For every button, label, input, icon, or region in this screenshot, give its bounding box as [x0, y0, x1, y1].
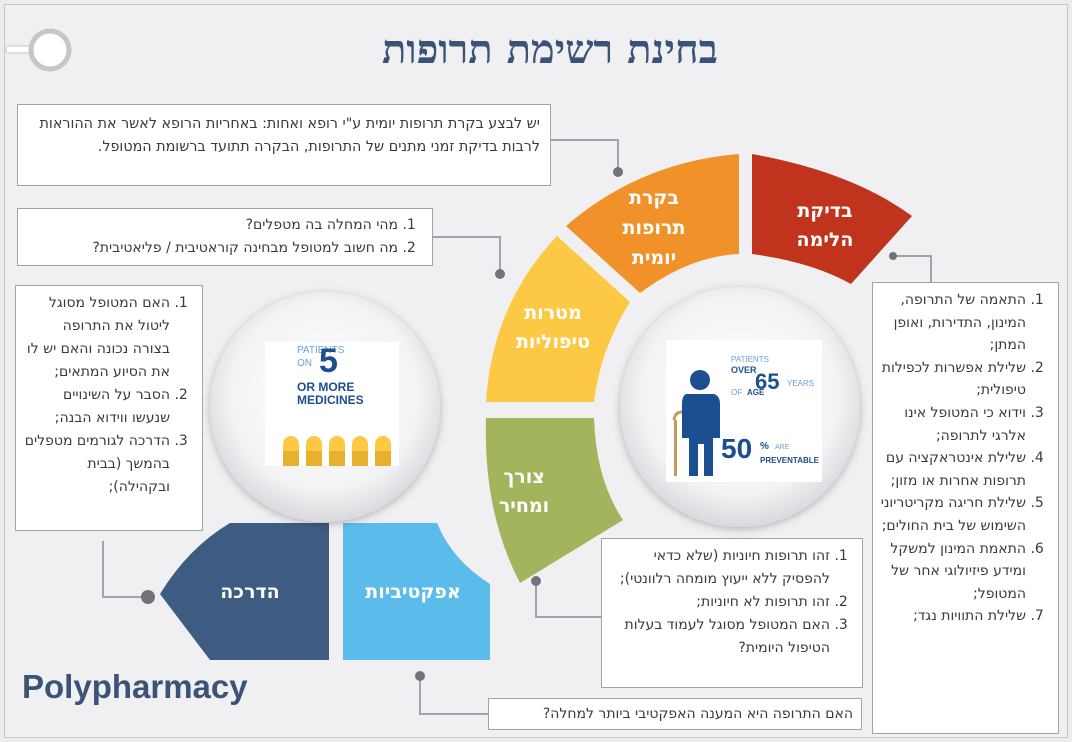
segment-label-daily: בקרת תרופות יומית: [622, 187, 686, 269]
guide-item: הדרכה לגורמים מטפלים בהמשך (בבית ובקהילה…: [22, 430, 170, 499]
stat-left-or-more: OR MORE: [297, 380, 355, 394]
effect-note-text: האם התרופה היא המענה האפקטיבי ביותר למחל…: [542, 706, 853, 722]
stat-right-percent: 50: [721, 433, 753, 464]
segment-effect: [343, 523, 490, 660]
segment-label-guide: הדרכה: [220, 581, 280, 603]
connector-dots: [141, 167, 897, 681]
lima-item: התאמת המינון למשקל ומידע פיזיולוגי אחר ש…: [879, 538, 1026, 606]
stat-right-of: OF: [731, 388, 743, 397]
stat-right-over: OVER: [731, 365, 757, 375]
lima-item: וידוא כי המטופל אינו אלרגי לתרופה;: [879, 402, 1026, 447]
lima-item: התאמה של התרופה, המינון, התדירות, ואופן …: [879, 289, 1026, 357]
need-list: זהו תרופות חיוניות (שלא כדאי להפסיק ללא …: [608, 545, 854, 660]
stat-right-percent-sign: %: [760, 441, 769, 452]
pills-icon: [283, 436, 391, 466]
box-goals: מהי המחלה בה מטפלים?מה חשוב למטופל מבחינ…: [17, 208, 433, 266]
stat-right-are: ARE: [775, 444, 790, 451]
guide-list: האם המטופל מסוגל ליטול את התרופה בצורה נ…: [22, 292, 194, 499]
box-lima: התאמה של התרופה, המינון, התדירות, ואופן …: [872, 282, 1059, 734]
segment-lima: [752, 154, 912, 284]
lima-item: שלילת אינטראקציה עם תרופות אחרות או מזון…: [879, 447, 1026, 492]
page-title: בחינת רשימת תרופות: [382, 26, 718, 73]
daily-note-text: יש לבצע בקרת תרופות יומית ע"י רופא ואחות…: [39, 116, 540, 155]
stat-left-number: 5: [319, 342, 338, 380]
need-item: זהו תרופות לא חיוניות;: [608, 591, 830, 614]
goal-item: מה חשוב למטופל מבחינה קוראטיבית / פליאטי…: [26, 237, 398, 260]
goals-list: מהי המחלה בה מטפלים?מה חשוב למטופל מבחינ…: [26, 214, 422, 260]
segment-label-effect: אפקטיביות: [365, 581, 461, 603]
lima-item: שלילת אפשרות לכפילות טיפולית;: [879, 357, 1026, 402]
segment-goals: [486, 236, 630, 402]
guide-item: האם המטופל מסוגל ליטול את התרופה בצורה נ…: [22, 292, 170, 384]
segment-label-lima: בדיקת הלימה: [796, 200, 854, 251]
lima-item: שלילת התוויות נגד;: [879, 605, 1026, 628]
stat-left-patients: PATIENTS: [297, 345, 345, 356]
box-daily-note: יש לבצע בקרת תרופות יומית ע"י רופא ואחות…: [17, 104, 551, 186]
box-need: זהו תרופות חיוניות (שלא כדאי להפסיק ללא …: [601, 538, 863, 688]
stat-right-patients: PATIENTS: [731, 355, 769, 364]
lima-item: שלילת חריגה מקריטריוני השימוש של בית החו…: [879, 492, 1026, 537]
need-item: האם המטופל מסוגל לעמוד בעלות הטיפול היומ…: [608, 614, 831, 660]
segment-guide: [160, 523, 329, 660]
segment-daily: [566, 154, 739, 293]
lima-list: התאמה של התרופה, המינון, התדירות, ואופן …: [879, 289, 1050, 628]
goal-item: מהי המחלה בה מטפלים?: [26, 214, 398, 237]
segment-label-need: צורך ומחיר: [498, 466, 550, 517]
stat-right-years: YEARS: [787, 379, 815, 388]
need-item: זהו תרופות חיוניות (שלא כדאי להפסיק ללא …: [608, 545, 830, 591]
stat-right-preventable: PREVENTABLE: [760, 456, 819, 465]
brand-polypharmacy: Polypharmacy: [22, 668, 248, 705]
segment-need: [485, 418, 623, 583]
guide-item: הסבר על השינויים שנעשו ווידוא הבנה;: [22, 384, 170, 430]
stat-left-on: ON: [297, 358, 312, 369]
connectors: [102, 139, 932, 715]
box-effect-note: האם התרופה היא המענה האפקטיבי ביותר למחל…: [488, 698, 862, 730]
elderly-person-icon: [672, 370, 720, 476]
stat-left-medicines: MEDICINES: [297, 393, 364, 407]
box-guide: האם המטופל מסוגל ליטול את התרופה בצורה נ…: [15, 285, 203, 531]
magnifier-icon: [5, 28, 72, 72]
stat-right-age: AGE: [747, 388, 765, 397]
stat-right-number: 65: [755, 369, 780, 394]
segment-label-goals: מטרות טיפוליות: [515, 302, 591, 353]
